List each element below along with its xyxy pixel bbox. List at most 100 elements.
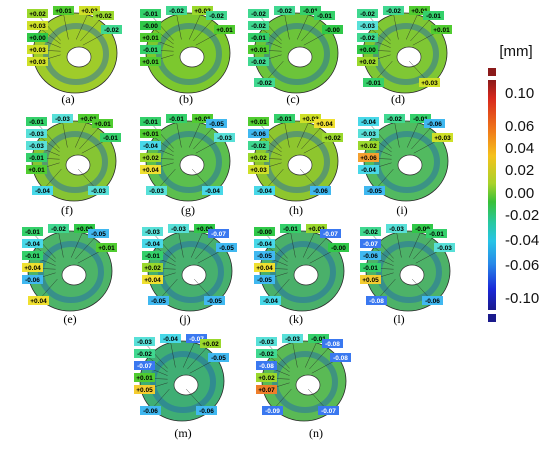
leader-line bbox=[366, 13, 391, 41]
leader-line bbox=[393, 118, 400, 148]
value-tag: -0.06 bbox=[363, 253, 378, 260]
panel-k: -0.00 -0.01 +0.02-0.07 -0.04 -0.05 -0.00 +0.04… bbox=[254, 224, 349, 326]
value-tag: -0.02 bbox=[104, 27, 119, 34]
value-tag: -0.03 bbox=[217, 135, 232, 142]
panel-c: -0.02 -0.02 -0.01-0.01-0.02-0.01-0.00+0.01… bbox=[248, 6, 343, 106]
value-tag: -0.02 bbox=[257, 80, 272, 87]
value-tag: -0.00 bbox=[331, 245, 346, 252]
value-tag: -0.01 bbox=[25, 253, 40, 260]
panel-label: (b) bbox=[179, 92, 193, 106]
value-tag: +0.02 bbox=[360, 143, 377, 150]
leader-line bbox=[149, 121, 174, 149]
value-tag-box bbox=[322, 133, 343, 142]
leader-line bbox=[76, 10, 90, 40]
value-tag: -0.03 bbox=[285, 336, 300, 343]
value-tag-box bbox=[134, 361, 155, 370]
value-tag-box bbox=[22, 275, 43, 284]
value-tag: -0.02 bbox=[386, 8, 401, 15]
value-tag: -0.02 bbox=[251, 23, 266, 30]
value-tag: -0.03 bbox=[137, 339, 152, 346]
value-tag: +0.01 bbox=[433, 27, 450, 34]
value-tag: -0.02 bbox=[251, 143, 266, 150]
value-tag: -0.03 bbox=[361, 131, 376, 138]
value-tag-box bbox=[274, 114, 295, 123]
value-tag-box bbox=[357, 9, 378, 18]
leader-line bbox=[149, 13, 174, 41]
value-tag-box bbox=[27, 33, 48, 42]
colorbar: [mm] 0.10 0.06 0.04 0.02 0.00 -0.02 -0.04 -0.06 -… bbox=[488, 43, 539, 322]
value-tag: -0.03 bbox=[389, 226, 404, 233]
value-tag-box bbox=[88, 186, 109, 195]
leader-line bbox=[175, 10, 182, 40]
value-tag-box bbox=[28, 296, 49, 305]
value-tag: -0.01 bbox=[143, 11, 158, 18]
value-tag-box bbox=[27, 57, 48, 66]
value-tag: +0.01 bbox=[194, 116, 211, 123]
value-tag-box bbox=[142, 239, 163, 248]
value-tag: +0.01 bbox=[142, 59, 159, 66]
value-tag-box bbox=[100, 133, 121, 142]
value-tag: -0.02 bbox=[277, 8, 292, 15]
value-tag: -0.05 bbox=[257, 277, 272, 284]
center-hole bbox=[399, 264, 425, 286]
value-tag: +0.06 bbox=[360, 155, 377, 162]
colorbar-gradient bbox=[488, 80, 496, 310]
leader-line bbox=[151, 231, 176, 259]
value-tag-box bbox=[422, 296, 443, 305]
panel-f: -0.01 -0.03 +0.01+0.01-0.03-0.03-0.01-0.01… bbox=[26, 114, 121, 217]
value-tag-box bbox=[140, 153, 161, 162]
leader-line bbox=[413, 233, 437, 260]
leader-line bbox=[301, 15, 325, 42]
value-tag: +0.07 bbox=[258, 387, 275, 394]
center-hole bbox=[179, 46, 205, 68]
center-hole bbox=[181, 264, 207, 286]
value-tag: +0.05 bbox=[136, 387, 153, 394]
value-tag: +0.04 bbox=[144, 277, 161, 284]
leader-line bbox=[303, 228, 317, 258]
value-tag: -0.08 bbox=[259, 363, 274, 370]
leader-line bbox=[406, 10, 420, 40]
value-tag-box bbox=[27, 45, 48, 54]
leader-line bbox=[289, 228, 296, 258]
value-tag: +0.02 bbox=[194, 8, 211, 15]
value-tag: -0.01 bbox=[363, 265, 378, 272]
value-tag: +0.05 bbox=[362, 277, 379, 284]
value-tag-box bbox=[140, 45, 161, 54]
leader-line bbox=[409, 228, 423, 258]
leader-line bbox=[175, 118, 182, 148]
value-tag: -0.00 bbox=[325, 27, 340, 34]
value-tag: +0.01 bbox=[80, 116, 97, 123]
value-tag: -0.03 bbox=[360, 23, 375, 30]
center-hole bbox=[65, 154, 91, 176]
value-tag: -0.06 bbox=[313, 188, 328, 195]
value-tag-box bbox=[314, 11, 335, 20]
leader-line bbox=[301, 123, 325, 150]
value-tag: -0.00 bbox=[415, 226, 430, 233]
value-tag: +0.00 bbox=[76, 226, 93, 233]
colorbar-max-swatch bbox=[488, 68, 496, 76]
panel-g: -0.01 -0.01 +0.01-0.05+0.01-0.04-0.03+0.02… bbox=[140, 114, 235, 217]
leader-line bbox=[410, 15, 434, 42]
value-tag: -0.01 bbox=[366, 80, 381, 87]
value-tag: -0.08 bbox=[333, 355, 348, 362]
center-hole bbox=[287, 46, 313, 68]
value-tag: +0.02 bbox=[95, 13, 112, 20]
colorbar-tick: 0.04 bbox=[505, 140, 534, 157]
leader-line bbox=[392, 10, 399, 40]
value-tag: -0.08 bbox=[369, 298, 384, 305]
value-tag-box bbox=[248, 165, 269, 174]
value-tag-box bbox=[208, 353, 229, 362]
value-tag-box bbox=[96, 243, 117, 252]
value-tag-box bbox=[93, 11, 114, 20]
leader-line bbox=[79, 123, 103, 150]
value-tag: -0.02 bbox=[251, 59, 266, 66]
value-tag: +0.03 bbox=[81, 8, 98, 15]
value-tag: -0.07 bbox=[323, 231, 338, 238]
value-tag-box bbox=[432, 133, 453, 142]
value-tag-box bbox=[256, 349, 277, 358]
value-tag: +0.01 bbox=[250, 47, 267, 54]
value-tag-box bbox=[248, 21, 269, 30]
value-tag: +0.04 bbox=[256, 265, 273, 272]
value-tag: +0.04 bbox=[24, 265, 41, 272]
value-tag-box bbox=[146, 186, 167, 195]
